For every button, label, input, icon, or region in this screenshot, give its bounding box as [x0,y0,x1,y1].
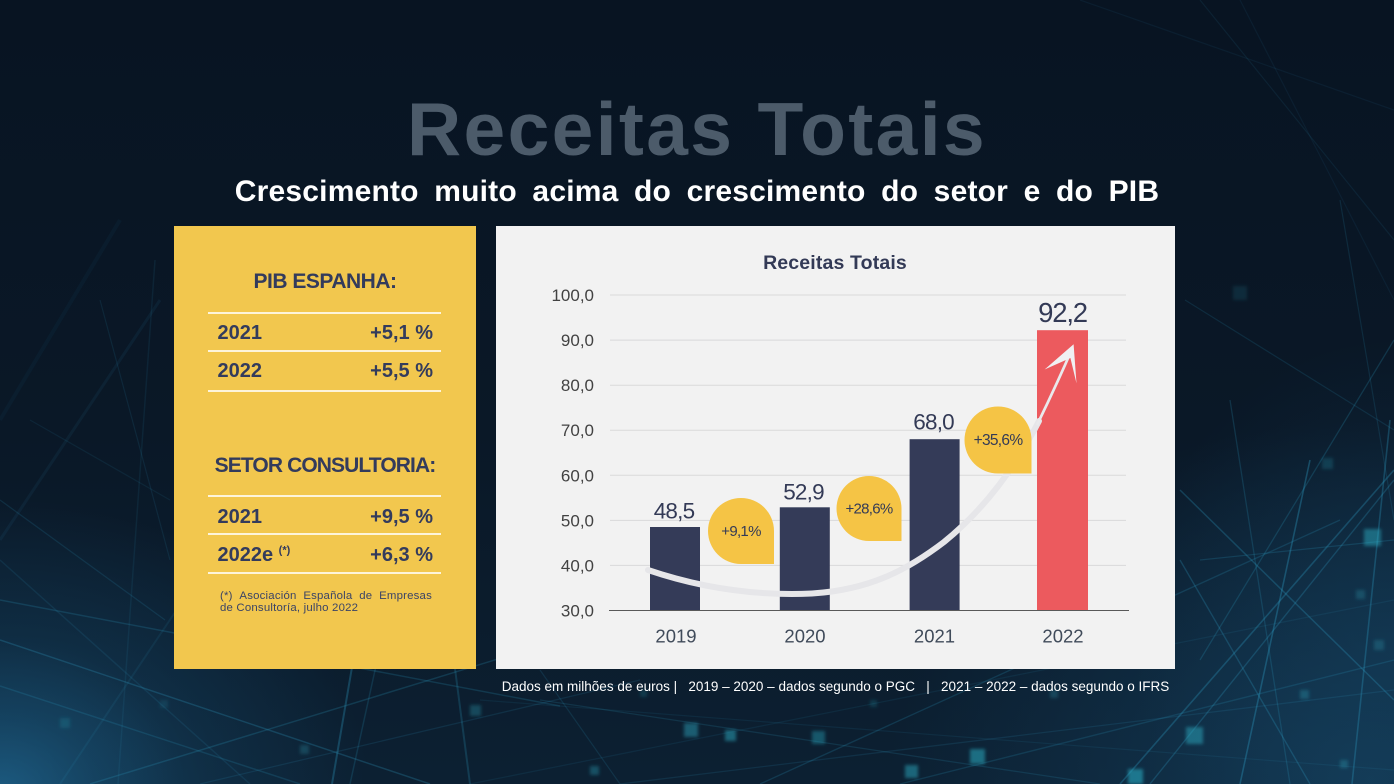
svg-text:30,0: 30,0 [561,602,594,621]
svg-text:90,0: 90,0 [561,331,594,350]
svg-text:100,0: 100,0 [551,286,594,305]
svg-text:2020: 2020 [784,626,825,647]
svg-text:Receitas Totais: Receitas Totais [763,252,907,274]
svg-text:2019: 2019 [655,626,696,647]
svg-text:+35,6%: +35,6% [974,432,1024,449]
svg-text:48,5: 48,5 [654,499,695,524]
svg-text:60,0: 60,0 [561,466,594,485]
svg-text:80,0: 80,0 [561,376,594,395]
svg-text:+9,1%: +9,1% [721,523,761,540]
svg-text:+28,6%: +28,6% [845,501,892,518]
svg-text:2021: 2021 [914,626,955,647]
svg-text:68,0: 68,0 [913,410,954,435]
svg-text:92,2: 92,2 [1038,297,1087,328]
svg-text:50,0: 50,0 [561,511,594,530]
svg-text:40,0: 40,0 [561,556,594,575]
svg-text:2022: 2022 [1042,626,1083,647]
svg-text:52,9: 52,9 [783,480,824,505]
svg-text:70,0: 70,0 [561,421,594,440]
